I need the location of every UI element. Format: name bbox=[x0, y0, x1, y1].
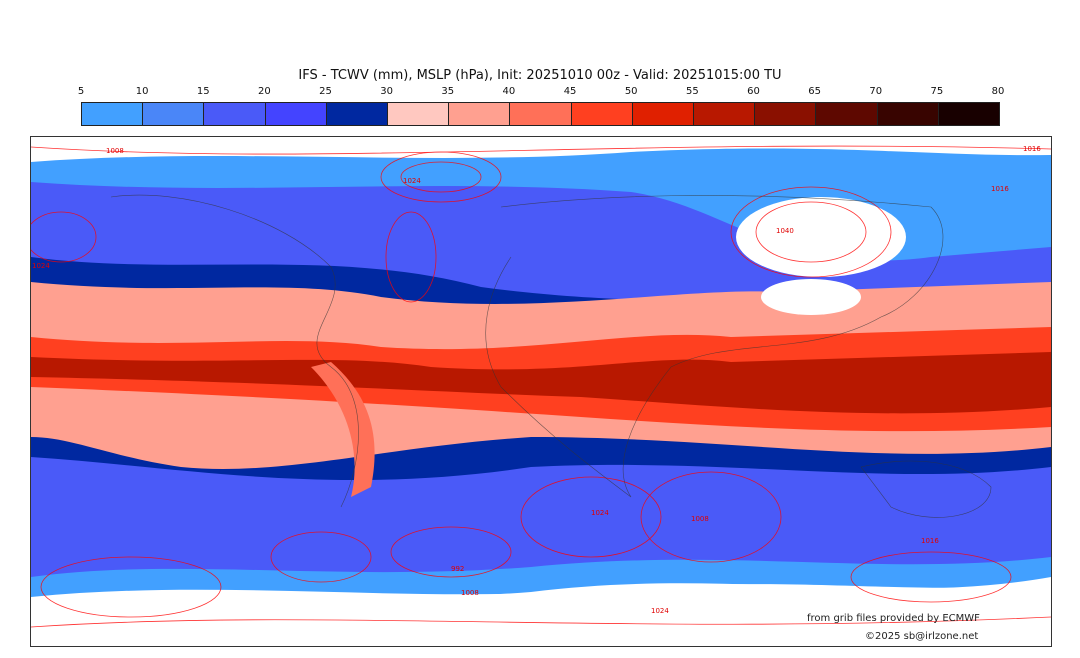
colorbar-segment bbox=[877, 103, 939, 125]
isobar-label: 992 bbox=[451, 565, 465, 573]
colorbar-segment bbox=[632, 103, 695, 125]
colorbar-segment bbox=[326, 103, 389, 125]
colorbar-tick-label: 25 bbox=[319, 86, 332, 97]
colorbar-tick-label: 70 bbox=[869, 86, 883, 97]
isobar-label: 1024 bbox=[403, 177, 421, 185]
isobar-label: 1024 bbox=[32, 262, 50, 270]
isobar-label: 1040 bbox=[776, 227, 794, 235]
isobar-label: 1024 bbox=[651, 607, 669, 615]
colorbar-tick-label: 5 bbox=[77, 86, 85, 97]
colorbar-tick-label: 75 bbox=[930, 86, 944, 97]
isobar-label: 1016 bbox=[991, 185, 1009, 193]
colorbar-segment bbox=[265, 103, 327, 125]
isobar-label: 1008 bbox=[461, 589, 479, 597]
colorbar-tick-label: 30 bbox=[380, 86, 394, 97]
colorbar-segment bbox=[204, 103, 266, 125]
map-title: IFS - TCWV (mm), MSLP (hPa), Init: 20251… bbox=[298, 68, 782, 83]
colorbar-tick-label: 50 bbox=[624, 86, 638, 97]
isobar-label: 1008 bbox=[691, 515, 709, 523]
colorbar-segment bbox=[82, 103, 144, 125]
isobar-label: 1008 bbox=[106, 147, 124, 155]
colorbar-tick-label: 10 bbox=[135, 86, 149, 97]
weather-map[interactable]: 1008 1024 1016 1040 1024 1016 992 1008 1024 1024 1… bbox=[30, 136, 1052, 647]
colorbar-segment bbox=[571, 103, 633, 125]
colorbar bbox=[81, 102, 1000, 126]
colorbar-tick-label: 20 bbox=[258, 86, 271, 97]
colorbar-segment bbox=[755, 103, 817, 125]
colorbar-segment bbox=[816, 103, 878, 125]
copyright-credit: ©2025 sb@irlzone.net bbox=[865, 631, 979, 642]
colorbar-tick-label: 40 bbox=[502, 86, 516, 97]
isobar-label: 1016 bbox=[921, 537, 939, 545]
colorbar-segment bbox=[143, 103, 205, 125]
colorbar-tick-label: 80 bbox=[991, 86, 1005, 97]
colorbar-segment bbox=[388, 103, 450, 125]
colorbar-tick-label: 65 bbox=[808, 86, 821, 97]
colorbar-tick-label: 45 bbox=[563, 86, 577, 97]
colorbar-segment bbox=[449, 103, 511, 125]
colorbar-ticks: 5 10 15 20 25 30 35 40 45 50 55 60 65 70 75 80 bbox=[77, 86, 1005, 100]
colorbar-tick-label: 60 bbox=[747, 86, 760, 97]
source-credit: from grib files provided by ECMWF bbox=[807, 613, 980, 624]
colorbar-tick-label: 55 bbox=[685, 86, 699, 97]
colorbar-segment bbox=[938, 103, 1000, 125]
colorbar-segment bbox=[510, 103, 572, 125]
colorbar-tick-label: 15 bbox=[196, 86, 210, 97]
isobar-label: 1024 bbox=[591, 509, 609, 517]
colorbar-tick-label: 35 bbox=[441, 86, 455, 97]
tcwv-field bbox=[31, 137, 1051, 646]
colorbar-segment bbox=[694, 103, 756, 125]
isobar-label: 1016 bbox=[1023, 145, 1041, 153]
